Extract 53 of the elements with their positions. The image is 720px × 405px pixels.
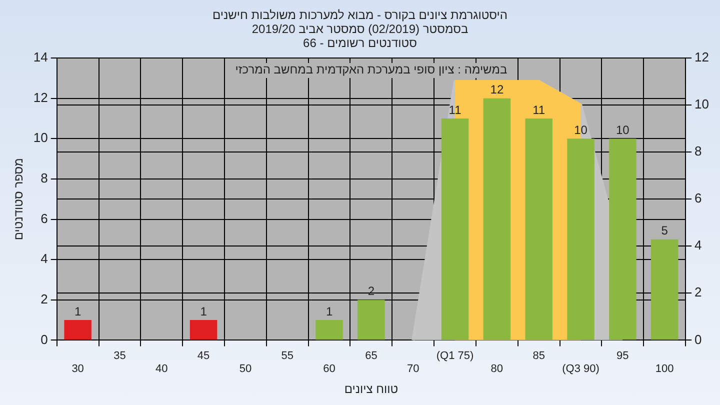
data-label: 11 bbox=[448, 102, 462, 117]
bar bbox=[525, 118, 552, 340]
x-tick-label: 85 bbox=[532, 350, 545, 362]
x-tick-label: 30 bbox=[72, 363, 84, 376]
data-label: 5 bbox=[661, 224, 668, 238]
annotation: במשימה : ציון סופי במערכת האקדמית במחשב המרכזי bbox=[235, 62, 508, 76]
y-tick-label: 0 bbox=[40, 332, 48, 347]
x-tick-label: 50 bbox=[239, 363, 252, 376]
x-tick-label: (Q3 90) bbox=[562, 363, 600, 376]
y2-tick-label: 12 bbox=[694, 50, 710, 65]
bar bbox=[567, 138, 594, 340]
bar bbox=[483, 98, 511, 340]
bar bbox=[441, 118, 469, 340]
data-label: 10 bbox=[616, 122, 630, 137]
y-tick-label: 14 bbox=[33, 50, 48, 65]
bar bbox=[650, 239, 678, 340]
y-tick-label: 4 bbox=[40, 251, 48, 266]
bar bbox=[358, 300, 385, 340]
y-tick-label: 8 bbox=[40, 170, 48, 186]
data-label: 12 bbox=[490, 82, 504, 97]
bar bbox=[609, 138, 636, 340]
y-axis-title: מספר סטודנטים bbox=[12, 158, 26, 240]
chart-subtitle: בסמסטר (02/2019) סמסטר אביב 2019/20 סטודנטים רשומים - 66 bbox=[252, 22, 468, 50]
y2-tick-label: 0 bbox=[694, 332, 702, 347]
x-tick-label: 70 bbox=[406, 363, 420, 376]
x-tick-label: 80 bbox=[490, 363, 504, 376]
x-axis-title: טווח ציונים bbox=[344, 382, 398, 396]
y2-tick-label: 2 bbox=[694, 284, 702, 300]
data-label: 1 bbox=[74, 304, 82, 318]
y2-tick-label: 10 bbox=[694, 96, 710, 112]
y-tick-label: 2 bbox=[40, 291, 48, 306]
x-tick-label: 100 bbox=[655, 363, 674, 376]
x-tick-label: 60 bbox=[323, 363, 336, 376]
data-label: 1 bbox=[200, 304, 208, 318]
y2-tick-label: 4 bbox=[694, 238, 702, 253]
x-tick-label: 35 bbox=[114, 350, 126, 362]
x-tick-label: 45 bbox=[197, 350, 210, 362]
x-tick-label: (Q1 75) bbox=[436, 350, 474, 362]
bar bbox=[316, 320, 343, 340]
y-tick-label: 10 bbox=[33, 130, 48, 146]
data-label: 1 bbox=[326, 304, 333, 318]
bar bbox=[64, 320, 92, 340]
x-tick-label: 55 bbox=[281, 350, 294, 362]
data-label: 11 bbox=[532, 102, 546, 117]
x-tick-label: 95 bbox=[616, 350, 629, 362]
y-tick-label: 12 bbox=[33, 90, 48, 105]
y2-tick-label: 8 bbox=[694, 144, 702, 159]
y-tick-label: 6 bbox=[40, 210, 48, 226]
bar bbox=[190, 320, 218, 340]
x-tick-label: 65 bbox=[365, 350, 378, 362]
chart-title: היסטוגרמת ציונים בקורס - מבוא למערכות משולבות חישנים bbox=[212, 8, 508, 22]
x-tick-label: 40 bbox=[156, 363, 168, 376]
y2-tick-label: 6 bbox=[694, 190, 702, 206]
